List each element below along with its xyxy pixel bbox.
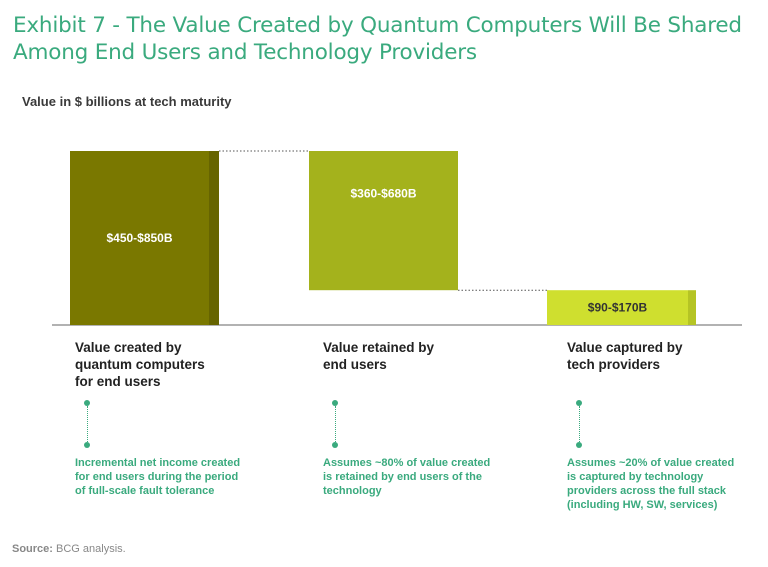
category-label-value-retained: Value retained by end users	[323, 340, 435, 372]
note-value-retained: Assumes ~80% of value created is retaine…	[323, 457, 491, 497]
category-label-value-created: Value created by quantum computers for e…	[75, 340, 205, 389]
connector-dot-top	[332, 400, 338, 406]
bar-2	[309, 151, 458, 291]
connector-dot-bottom	[332, 442, 338, 448]
chart-subtitle: Value in $ billions at tech maturity	[22, 94, 232, 109]
category-label-value-captured: Value captured by tech providers	[567, 340, 683, 372]
note-value-captured: Assumes ~20% of value created is capture…	[567, 457, 735, 511]
source-note: Source: BCG analysis.	[12, 543, 126, 555]
bar-value-label-1: $450-$850B	[106, 231, 172, 245]
connector-line	[335, 406, 336, 442]
connector-dot-top	[84, 400, 90, 406]
connector-dot-top	[576, 400, 582, 406]
bar-1-side	[209, 151, 219, 325]
connector-line	[579, 406, 580, 442]
bar-1	[70, 151, 209, 325]
connector-dot-bottom	[84, 442, 90, 448]
note-value-created: Incremental net income created for end u…	[75, 457, 241, 497]
chart-title: Exhibit 7 - The Value Created by Quantum…	[13, 13, 742, 65]
source-text: BCG analysis.	[56, 543, 126, 555]
note-connector-2	[332, 400, 338, 448]
bar-3	[547, 290, 688, 325]
note-connector-1	[84, 400, 90, 448]
bar-value-label-3: $90-$170B	[588, 301, 648, 315]
source-label: Source:	[12, 543, 53, 555]
bar-3-side	[688, 290, 696, 325]
bar-value-label-2: $360-$680B	[350, 187, 416, 201]
connector-line	[87, 406, 88, 442]
note-connector-3	[576, 400, 582, 448]
connector-dot-bottom	[576, 442, 582, 448]
